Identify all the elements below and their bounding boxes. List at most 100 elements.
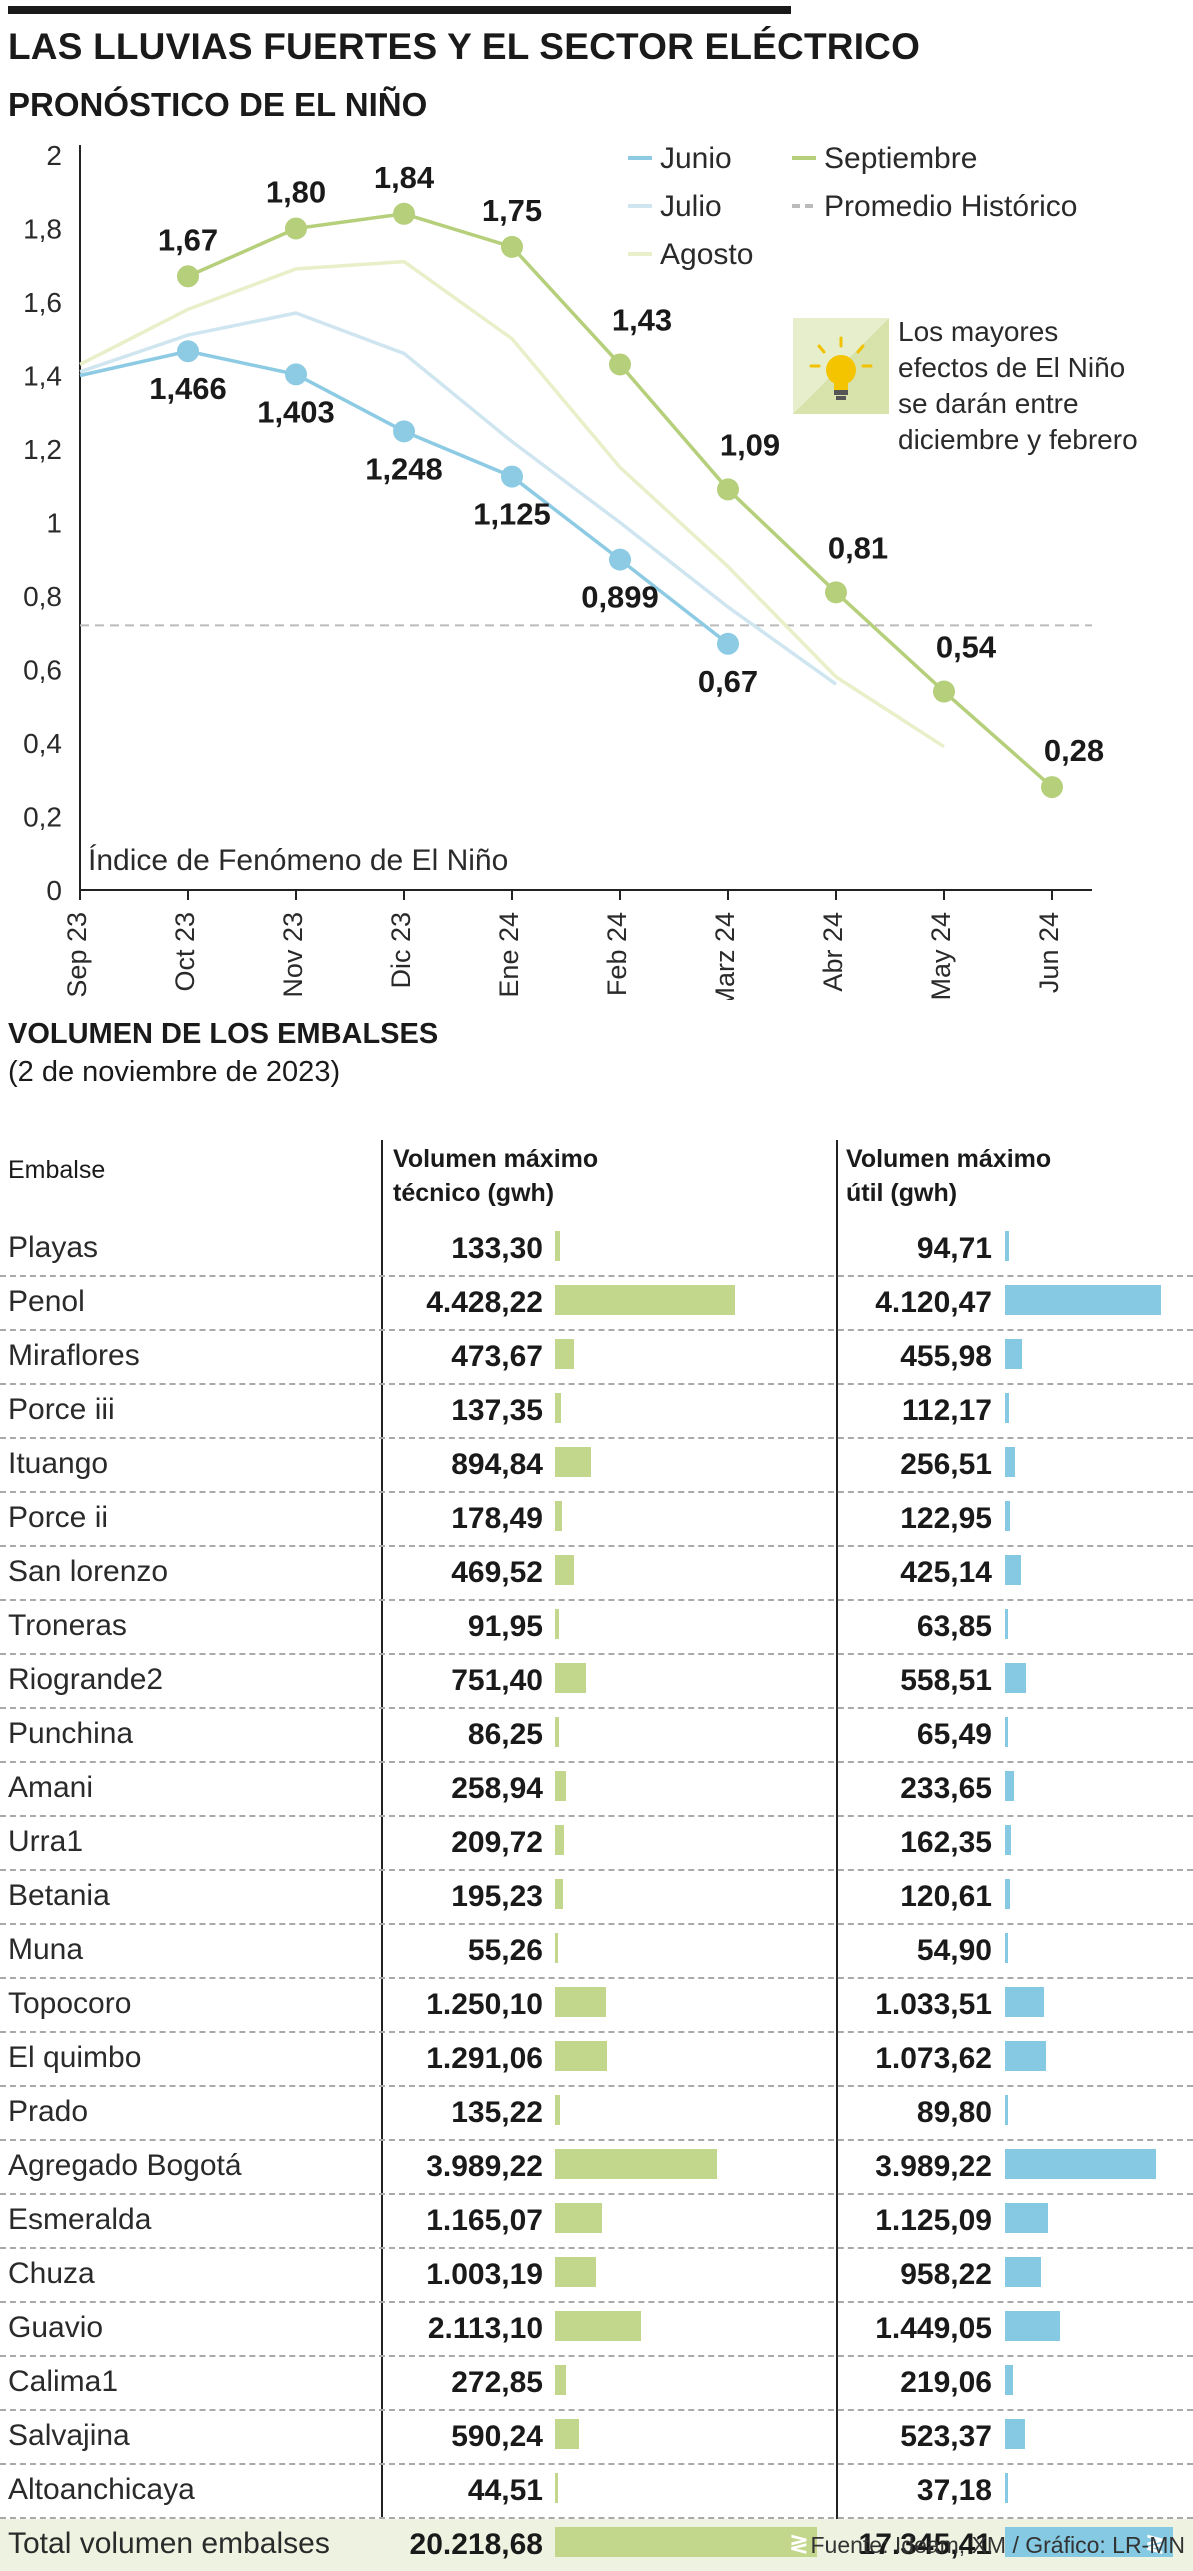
reservoir-name: Calima1 [8,2365,119,2398]
x-tick-label: Abr 24 [818,912,848,992]
tecnico-bar [555,2311,641,2341]
data-label: 0,899 [581,580,659,615]
annotation-line: se darán entre [898,388,1079,419]
y-tick-label: 1,6 [23,287,62,318]
util-bar [1005,1339,1023,1369]
reservoir-name: Chuza [8,2257,95,2290]
tecnico-value: 272,85 [451,2366,543,2399]
table-row: Calima1 272,85 219,06 [0,2357,1193,2411]
data-point [609,548,631,571]
annotation-line: efectos de El Niño [898,352,1126,383]
legend-label: Promedio Histórico [824,190,1077,223]
table-row: Riogrande2 751,40 558,51 [0,1655,1193,1709]
util-value: 17.345,41 [858,2528,992,2561]
util-bar [1005,2365,1014,2395]
data-point [717,632,739,655]
tecnico-value: 1.003,19 [426,2258,543,2291]
tecnico-value: 590,24 [451,2420,543,2453]
annotation-line: Los mayores [898,316,1059,347]
tecnico-value: 209,72 [451,1826,543,1859]
y-tick-label: 1,4 [23,361,62,392]
table-row: Betania 195,23 120,61 [0,1871,1193,1925]
tecnico-bar [555,2203,603,2233]
tecnico-value: 3.989,22 [426,2150,543,2183]
y-tick-label: 1,2 [23,434,62,465]
table-row: Playas 133,30 94,71 [0,1223,1193,1277]
tecnico-value: 4.428,22 [426,1286,543,1319]
util-value: 37,18 [916,2474,992,2507]
chart-title: PRONÓSTICO DE EL NIÑO [8,86,428,123]
lightbulb-icon [793,318,889,414]
table-row: Muna 55,26 54,90 [0,1925,1193,1979]
x-tick-label: Ene 24 [494,912,524,998]
y-tick-label: 0,8 [23,581,62,612]
tecnico-value: 91,95 [467,1610,543,1643]
y-axis-title: Índice de Fenómeno de El Niño [88,844,508,877]
tecnico-value: 258,94 [451,1772,543,1805]
data-label: 0,67 [698,664,758,699]
column-divider [836,1140,838,2536]
col-header-line: útil (gwh) [846,1179,958,1207]
tecnico-bar [555,2473,558,2503]
data-point [285,217,307,240]
util-value: 122,95 [900,1502,992,1535]
reservoir-name: Topocoro [8,1987,132,2020]
tecnico-bar [555,1501,563,1531]
table-row: Miraflores 473,67 455,98 [0,1331,1193,1385]
reservoir-name: Muna [8,1933,84,1966]
data-point [501,465,523,488]
tecnico-bar [555,1879,563,1909]
util-value: 558,51 [900,1664,992,1697]
annotation-text: Los mayores efectos de El Niño se darán … [898,314,1188,458]
tecnico-value: 44,51 [467,2474,543,2507]
util-bar [1005,1501,1010,1531]
tecnico-bar [555,2365,567,2395]
col-header-line: Volumen máximo [393,1145,599,1173]
data-point [717,478,739,501]
series-lines [79,212,1054,789]
tecnico-value: 751,40 [451,1664,543,1697]
tecnico-bar [555,1663,586,1693]
reservoir-name: Urra1 [8,1825,84,1858]
util-bar: ≷ [1005,2527,1173,2557]
table-row: Amani 258,94 233,65 [0,1763,1193,1817]
tecnico-bar [555,1771,566,1801]
util-value: 162,35 [900,1826,992,1859]
util-value: 219,06 [900,2366,992,2399]
tecnico-bar: ≷ [555,2527,817,2557]
legend-label: Junio [660,142,732,175]
data-label: 1,84 [374,160,435,195]
util-bar [1005,1933,1008,1963]
reservoir-section-subtitle: (2 de noviembre de 2023) [8,1056,341,1088]
reservoir-name: Guavio [8,2311,104,2344]
y-tick-label: 2 [46,140,62,171]
tecnico-bar [555,1393,561,1423]
data-label: 1,75 [482,193,542,228]
tecnico-value: 1.250,10 [426,1988,543,2021]
reservoir-name: Agregado Bogotá [8,2149,242,2182]
legend-label: Agosto [660,238,753,271]
util-bar [1005,2473,1008,2503]
reservoir-name: Troneras [8,1609,127,1642]
util-bar [1005,1447,1015,1477]
x-axis: Sep 23 Oct 23 Nov 23 Dic 23 Ene 24 Feb 24 Marz… [62,889,1092,1000]
y-tick-label: 0 [46,875,62,906]
table-row: Ituango 894,84 256,51 [0,1439,1193,1493]
data-label: 1,43 [612,302,672,337]
legend-label: Julio [660,190,722,223]
table-row: Porce ii 178,49 122,95 [0,1493,1193,1547]
tecnico-bar [555,2257,596,2287]
table-row: Topocoro 1.250,10 1.033,51 [0,1979,1193,2033]
tecnico-bar [555,2041,608,2071]
table-row: Altoanchicaya 44,51 37,18 [0,2465,1193,2519]
util-value: 958,22 [900,2258,992,2291]
tecnico-bar [555,1231,561,1261]
util-bar [1005,2419,1025,2449]
reservoir-table: Playas 133,30 94,71 Penol 4.428,22 4.120,47 Mi… [0,1223,1193,2571]
data-label: 1,80 [266,175,326,210]
tecnico-value: 2.113,10 [427,2312,543,2345]
reservoir-name: Altoanchicaya [8,2473,195,2506]
tecnico-bar [555,1555,575,1585]
tecnico-value: 178,49 [451,1502,543,1535]
table-row: Chuza 1.003,19 958,22 [0,2249,1193,2303]
